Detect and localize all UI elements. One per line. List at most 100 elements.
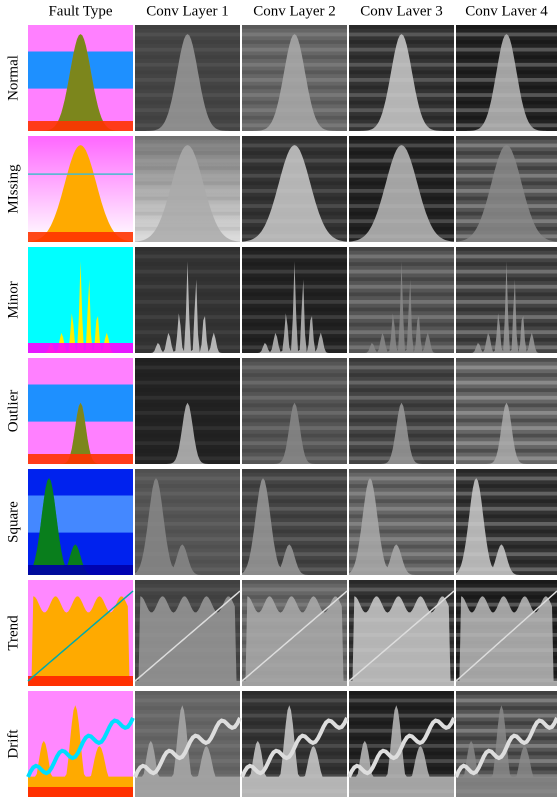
panel (349, 136, 454, 242)
panel-texture (456, 373, 557, 377)
panel-texture (349, 477, 454, 481)
panel (135, 25, 240, 131)
panel-texture (242, 25, 347, 29)
panel-base (28, 343, 133, 353)
panel-texture (456, 699, 557, 703)
panel-texture (242, 736, 347, 740)
page: Fault TypeConv Layer 1Conv Layer 2Conv L… (0, 0, 557, 800)
panel (28, 580, 133, 686)
panel-texture (242, 729, 347, 733)
panel-texture (456, 736, 557, 740)
panel (28, 247, 133, 353)
panel-texture (456, 588, 557, 592)
panel-texture (349, 736, 454, 740)
panel-texture (242, 388, 347, 392)
panel (28, 358, 133, 464)
panel-texture (135, 595, 240, 599)
panel (456, 358, 557, 464)
panel-texture (242, 699, 347, 703)
column-header: Conv Layer 1 (146, 3, 228, 19)
panel-texture (349, 388, 454, 392)
row-label: Square (5, 501, 21, 543)
panel-texture (349, 247, 454, 251)
panel-texture (349, 469, 454, 473)
panel-texture (242, 706, 347, 710)
panel-texture (135, 358, 240, 362)
panel (135, 691, 240, 797)
panel-texture (242, 396, 347, 400)
panel-texture (456, 691, 557, 695)
panel-texture (135, 699, 240, 703)
panel-texture (349, 255, 454, 259)
panel-texture (456, 729, 557, 733)
figure: Fault TypeConv Layer 1Conv Layer 2Conv L… (0, 0, 557, 800)
panel (456, 25, 557, 131)
panel-texture (349, 595, 454, 599)
panel-base (28, 232, 133, 242)
panel-base (28, 121, 133, 131)
panel-texture (349, 714, 454, 718)
panel (349, 691, 454, 797)
panel-texture (456, 469, 557, 473)
panel-texture (456, 484, 557, 488)
panel (242, 580, 347, 686)
panel (242, 25, 347, 131)
panel (135, 136, 240, 242)
panel (456, 247, 557, 353)
column-header: Fault Type (48, 3, 112, 19)
panel-texture (242, 358, 347, 362)
panel-texture (242, 477, 347, 481)
panel (349, 247, 454, 353)
panel-texture (135, 388, 240, 392)
panel-texture (349, 396, 454, 400)
panel-texture (242, 366, 347, 370)
panel-texture (456, 255, 557, 259)
panel (135, 247, 240, 353)
panel-texture (456, 247, 557, 251)
panel-texture (349, 492, 454, 496)
panel-texture (349, 358, 454, 362)
panel-texture (135, 247, 240, 251)
panel-base (28, 565, 133, 575)
panel (242, 136, 347, 242)
panel-texture (349, 366, 454, 370)
column-header: Conv Layer 2 (253, 3, 335, 19)
panel-texture (456, 714, 557, 718)
panel-texture (349, 729, 454, 733)
panel-texture (456, 366, 557, 370)
panel-texture (135, 729, 240, 733)
panel-texture (242, 373, 347, 377)
panel (28, 691, 133, 797)
panel-base (28, 454, 133, 464)
panel-texture (456, 580, 557, 584)
panel (242, 358, 347, 464)
panel-texture (242, 469, 347, 473)
panel-texture (349, 381, 454, 385)
panel (456, 136, 557, 242)
panel-texture (135, 580, 240, 584)
panel (135, 358, 240, 464)
panel (28, 25, 133, 131)
panel-texture (135, 396, 240, 400)
panel-texture (242, 492, 347, 496)
panel-texture (456, 396, 557, 400)
panel-texture (349, 588, 454, 592)
panel (28, 136, 133, 242)
panel-base (28, 787, 133, 797)
panel (135, 580, 240, 686)
panel-texture (135, 255, 240, 259)
row-label: Drift (5, 729, 21, 759)
panel (349, 469, 454, 575)
panel-base (28, 676, 133, 686)
row-label: MIssing (5, 164, 21, 214)
panel-texture (135, 714, 240, 718)
panel-texture (242, 580, 347, 584)
panel (349, 25, 454, 131)
panel-texture (242, 714, 347, 718)
panel-texture (135, 381, 240, 385)
panel-texture (135, 366, 240, 370)
panel-texture (349, 706, 454, 710)
panel-texture (242, 484, 347, 488)
panel-texture (349, 580, 454, 584)
row-label: Minor (5, 281, 21, 319)
